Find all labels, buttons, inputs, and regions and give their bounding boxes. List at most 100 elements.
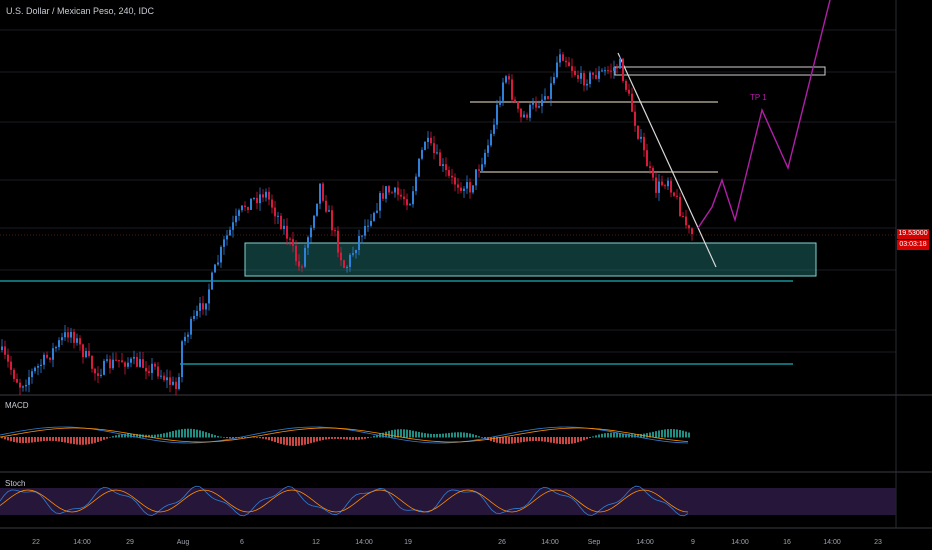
macd-bar — [76, 437, 78, 445]
candle — [304, 247, 306, 267]
demand-zone — [244, 242, 817, 277]
candle — [22, 386, 24, 388]
macd-bar — [673, 429, 675, 438]
candle — [277, 215, 279, 217]
candle — [445, 164, 447, 171]
candle — [238, 210, 240, 216]
candle — [253, 197, 255, 199]
macd-bar — [82, 437, 84, 445]
candle — [466, 182, 468, 189]
candle — [97, 373, 99, 376]
candle — [145, 367, 147, 372]
macd-bar — [448, 432, 450, 438]
candle — [616, 67, 618, 69]
axes: 22 14:00 29 Aug 6 12 14:00 19 26 14:00 Sep 14:00 9 14… — [32, 539, 882, 546]
time-label: 23 — [874, 539, 882, 546]
candle — [265, 191, 267, 198]
macd-bar — [70, 437, 72, 444]
candle — [502, 82, 504, 101]
candle — [43, 354, 45, 365]
macd-bar — [484, 437, 486, 439]
candle — [34, 367, 36, 372]
candle — [553, 77, 555, 84]
macd-bar — [244, 437, 246, 438]
grid — [0, 0, 932, 529]
macd-bar — [412, 430, 414, 438]
candle — [160, 375, 162, 377]
macd-bar — [445, 433, 447, 438]
candle — [514, 99, 516, 102]
macd-bar — [133, 433, 135, 438]
macd-bar — [61, 437, 63, 442]
candle — [94, 368, 96, 374]
candle — [85, 350, 87, 358]
macd-bar — [424, 433, 426, 438]
candle — [310, 227, 312, 238]
macd-bar — [298, 437, 300, 446]
macd-bar — [463, 432, 465, 438]
macd-bar — [178, 429, 180, 438]
macd-bar — [7, 437, 9, 441]
candle — [61, 337, 63, 341]
macd-bar — [16, 437, 18, 443]
macd-bar — [685, 431, 687, 438]
macd-bar — [130, 433, 132, 438]
candle — [469, 182, 471, 193]
macd-bar — [154, 434, 156, 438]
candle — [559, 54, 561, 63]
candle — [4, 346, 6, 355]
candle — [325, 200, 327, 212]
time-label: Aug — [177, 539, 190, 546]
macd-bar — [112, 436, 114, 438]
macd-bar — [427, 433, 429, 438]
macd-bar — [226, 437, 228, 439]
candle — [70, 331, 72, 338]
candle — [562, 54, 564, 61]
macd-bar — [121, 434, 123, 438]
macd-bar — [406, 429, 408, 438]
candle — [7, 354, 9, 362]
candle — [682, 216, 684, 218]
candle — [28, 377, 30, 385]
macd-bar — [625, 433, 627, 438]
candle — [19, 382, 21, 388]
candle — [64, 332, 66, 338]
candle — [373, 212, 375, 221]
candle — [451, 175, 453, 178]
macd-bar — [169, 431, 171, 438]
stoch-band — [0, 488, 896, 515]
candle — [175, 381, 177, 389]
candle — [187, 334, 189, 337]
macd-bar — [649, 432, 651, 438]
candle — [88, 350, 90, 357]
candle — [220, 246, 222, 263]
candle — [67, 332, 69, 338]
time-label: 14:00 — [636, 539, 654, 546]
macd-bar — [532, 437, 534, 442]
candles — [1, 48, 693, 396]
macd-bar — [613, 432, 615, 438]
candle — [124, 362, 126, 367]
candle — [454, 177, 456, 185]
macd-bar — [118, 434, 120, 438]
candle — [409, 204, 411, 206]
candle — [580, 72, 582, 79]
candle — [31, 371, 33, 378]
macd-bar — [361, 437, 363, 440]
stoch-label: Stoch — [5, 479, 26, 488]
candle — [538, 106, 540, 108]
candle — [667, 180, 669, 187]
candle — [298, 261, 300, 267]
candle — [334, 230, 336, 232]
candle — [349, 254, 351, 267]
macd-line — [0, 426, 689, 444]
candle — [10, 361, 12, 370]
candle — [76, 338, 78, 343]
macd-bar — [325, 437, 327, 440]
last-price-tag: 19.53000 — [897, 229, 929, 239]
macd-bar — [73, 437, 75, 445]
macd-bar — [37, 437, 39, 442]
candle — [415, 176, 417, 192]
macd-bar — [535, 437, 537, 441]
